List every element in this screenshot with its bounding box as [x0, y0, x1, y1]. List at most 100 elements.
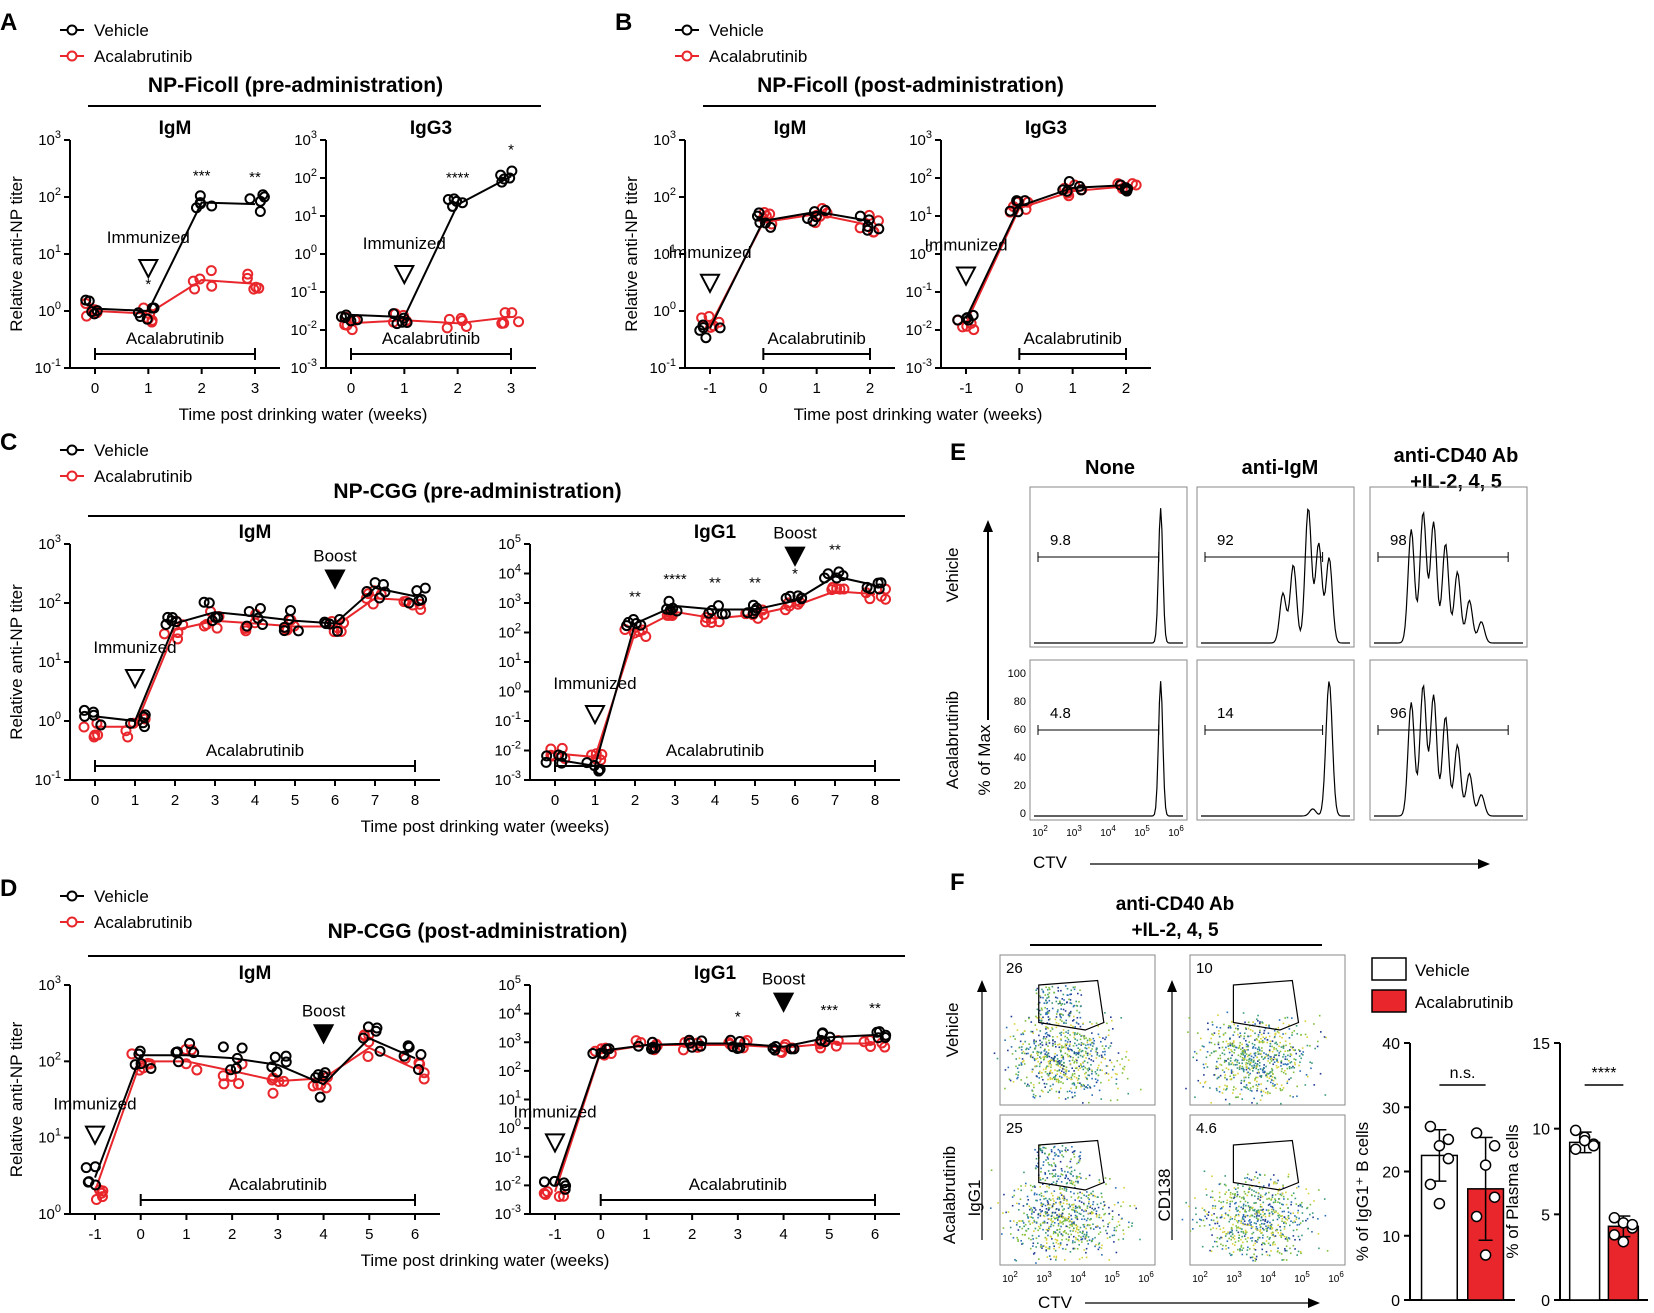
panel-F-flow-dot [1261, 1242, 1264, 1244]
panel-F-flow-dot [1298, 1049, 1300, 1051]
panel-F-flow-dot [1052, 1194, 1054, 1197]
panel-E-yarrow-head [983, 520, 993, 532]
panel-F-flow-dot [1299, 1222, 1302, 1224]
panel-F-flow-dot [1066, 1243, 1068, 1246]
panel-A-igm-acalabrutinib-point [194, 273, 206, 285]
panel-F-flow-dot [1244, 1086, 1247, 1089]
panel-F-flow-dot [1196, 1221, 1198, 1224]
panel-F-flow-dot [1089, 1224, 1091, 1226]
panel-F-flow-dot [1038, 1235, 1040, 1237]
panel-F-flow-dot [1041, 1203, 1044, 1205]
panel-D-xlabel: Time post drinking water (weeks) [361, 1251, 610, 1270]
panel-F-flow-dot [1060, 989, 1062, 992]
panel-F-flow-dot [1257, 1034, 1260, 1036]
panel-F-flow-dot [1060, 1213, 1063, 1216]
panel-F-flow-dot [1241, 1235, 1243, 1238]
panel-A-igm-acalabrutinib-point [248, 283, 260, 295]
panel-A-igm-acalabrutinib-point [242, 268, 254, 280]
panel-F-flow-dot [1038, 1070, 1041, 1073]
panel-F-flow-dot [1071, 1074, 1074, 1077]
panel-F-flow-dot [1268, 1212, 1271, 1215]
panel-F-flow-dot [1039, 1046, 1042, 1049]
panel-F-flow-dot [1058, 1079, 1060, 1082]
panel-F-flow-dot [1028, 1017, 1030, 1020]
panel-F-flow-dot [1010, 1046, 1013, 1048]
panel-F-flow-dot [1094, 1195, 1096, 1198]
panel-F-flow-dot [1042, 1221, 1044, 1224]
panel-F-flow-dot [1239, 1041, 1241, 1044]
panel-F-flow-dot [1033, 1252, 1036, 1254]
panel-F-flow-dot [1042, 1245, 1044, 1247]
panel-F-flow-dot [1070, 1214, 1072, 1217]
panel-F-flow-dot [1032, 1093, 1035, 1096]
panel-A-igm-ytick-label: 103 [38, 129, 61, 149]
panel-F-flow-dot [1073, 1004, 1075, 1007]
panel-A-igm-ytick-label: 102 [38, 186, 61, 206]
panel-F-flow-dot [1247, 1054, 1250, 1057]
panel-F-flow-dot [1060, 1064, 1063, 1066]
panel-D-igm-acalabrutinib-point [418, 1073, 430, 1085]
panel-F-flow-dot [1083, 1218, 1086, 1221]
panel-F-flow-dot [1083, 1037, 1086, 1040]
panel-F-flow-dot [1056, 1180, 1058, 1183]
panel-F-flow-dot [1033, 1041, 1035, 1043]
panel-F-flow-dot [1097, 1033, 1100, 1036]
panel-D-igm-acalabrutinib-point [320, 1082, 332, 1094]
panel-F-flow-dot [1238, 1036, 1241, 1038]
panel-F-flow-dot [1096, 1047, 1098, 1050]
panel-F-flow-dot [1060, 1070, 1063, 1072]
panel-F-flow-dot [1104, 1012, 1106, 1014]
panel-F-flow-dot [1125, 1050, 1128, 1053]
panel-F-flow-dot [1095, 1072, 1098, 1075]
panel-F-flow-dot [1113, 1234, 1116, 1237]
panel-F-flow-dot [1252, 1209, 1254, 1211]
panel-F-flow-dot [1281, 1214, 1284, 1217]
panel-F-flow-dot [1216, 1066, 1219, 1069]
panel-F-flow-dot [1211, 1207, 1214, 1210]
panel-F-flow-dot [1233, 1049, 1236, 1051]
panel-F-flow-dot [1261, 1231, 1263, 1234]
panel-F-flow-dot [1270, 1223, 1273, 1226]
panel-F-flow-dot [1033, 1039, 1035, 1041]
panel-F-gate [1232, 1139, 1300, 1191]
panel-F-flow-dot [1097, 1233, 1100, 1235]
panel-F-flow-dot [1236, 1067, 1239, 1069]
panel-D-igm-acalabrutinib-point [418, 1067, 430, 1079]
panel-F-flow-dot [1230, 1254, 1232, 1257]
panel-F-flow-dot [1117, 1238, 1120, 1241]
panel-F-flow-dot [1039, 1227, 1041, 1230]
panel-F-flow-dot [1229, 1075, 1232, 1078]
panel-F-flow-dot [1088, 1174, 1091, 1177]
panel-F-flow-dot [1277, 1066, 1280, 1068]
panel-E-letter: E [950, 439, 966, 466]
panel-F-flow-dot [1234, 1192, 1236, 1195]
panel-F-flow-dot [1255, 1255, 1258, 1258]
panel-F-flow-dot [1255, 1211, 1258, 1213]
panel-D-igg1-immunized-label: Immunized [513, 1102, 596, 1121]
panel-B-igm-xtick-label: 0 [759, 380, 767, 397]
panel-F-flow-dot [1285, 1073, 1287, 1075]
panel-F-flow-dot [1263, 1032, 1265, 1035]
panel-F-flow-dot [1040, 1149, 1043, 1152]
panel-B-igm-vehicle-point [765, 221, 777, 233]
panel-F-flow-dot [1075, 1077, 1078, 1079]
panel-F-flow-dot [1103, 1204, 1106, 1206]
panel-F-flow-dot [1286, 1082, 1289, 1085]
panel-F-flow-dot [1034, 1227, 1037, 1230]
panel-F-flow-dot [1087, 1236, 1090, 1238]
panel-F-flow-dot [1051, 1165, 1053, 1167]
panel-F-flow-dot [1259, 1213, 1262, 1216]
panel-F-flow-dot [1238, 1068, 1241, 1071]
panel-F-flow-dot [1116, 1225, 1118, 1228]
panel-F-flow-dot [1241, 1216, 1244, 1218]
panel-D-igm-acalabrutinib-point [266, 1074, 278, 1086]
panel-D-igm-vehicle-point [80, 1162, 92, 1174]
panel-F-flow-dot [1250, 1225, 1253, 1228]
panel-F-flow-dot [1085, 1052, 1087, 1055]
panel-F-flow-dot [1299, 1050, 1301, 1052]
panel-F-flow-dot [1075, 1044, 1078, 1047]
panel-F-flow-dot [1040, 1017, 1043, 1020]
panel-F-flow-dot [1255, 1018, 1258, 1021]
panel-F-flow-dot [1229, 1060, 1232, 1062]
panel-F-flow-dot [1005, 1211, 1007, 1214]
